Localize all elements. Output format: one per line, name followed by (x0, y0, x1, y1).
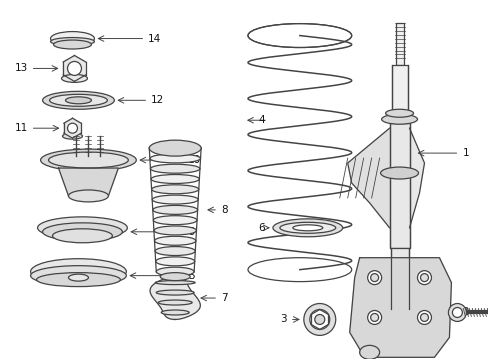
Text: 1: 1 (462, 148, 468, 158)
Text: 7: 7 (221, 293, 227, 303)
Bar (389, 123, 408, 248)
Polygon shape (59, 168, 118, 196)
Ellipse shape (381, 114, 417, 124)
Circle shape (367, 271, 381, 285)
Text: 5: 5 (188, 271, 194, 281)
Circle shape (370, 314, 378, 321)
Polygon shape (150, 276, 200, 319)
Ellipse shape (149, 140, 201, 156)
Ellipse shape (48, 152, 128, 168)
Ellipse shape (151, 185, 199, 194)
Ellipse shape (279, 222, 335, 233)
Ellipse shape (49, 94, 107, 106)
Ellipse shape (61, 75, 87, 82)
Ellipse shape (153, 216, 197, 225)
Ellipse shape (38, 217, 127, 239)
Polygon shape (347, 128, 389, 228)
Ellipse shape (31, 266, 126, 285)
Ellipse shape (154, 226, 196, 235)
Ellipse shape (155, 280, 195, 285)
Ellipse shape (158, 300, 192, 305)
Bar (395, 23, 403, 66)
Circle shape (451, 307, 462, 318)
Circle shape (420, 274, 427, 282)
Ellipse shape (42, 91, 114, 109)
Bar (390, 248, 407, 310)
Text: 11: 11 (14, 123, 27, 133)
Ellipse shape (152, 206, 197, 214)
Ellipse shape (359, 345, 379, 359)
Polygon shape (408, 128, 424, 228)
Circle shape (309, 310, 329, 329)
Ellipse shape (155, 257, 194, 266)
Ellipse shape (50, 32, 94, 45)
Text: 3: 3 (280, 314, 286, 324)
Polygon shape (349, 258, 450, 357)
Circle shape (420, 314, 427, 321)
Text: 14: 14 (148, 33, 161, 44)
Ellipse shape (155, 247, 195, 256)
Circle shape (447, 303, 466, 321)
Polygon shape (63, 55, 85, 81)
Circle shape (370, 274, 378, 282)
Ellipse shape (247, 24, 351, 48)
Ellipse shape (52, 229, 112, 243)
Ellipse shape (149, 144, 201, 153)
Text: 4: 4 (258, 115, 264, 125)
Ellipse shape (154, 236, 196, 245)
Ellipse shape (68, 190, 108, 202)
Ellipse shape (161, 310, 189, 315)
Circle shape (417, 310, 430, 324)
Ellipse shape (50, 37, 94, 45)
Ellipse shape (272, 219, 342, 237)
Ellipse shape (160, 273, 190, 280)
Ellipse shape (68, 274, 88, 281)
Ellipse shape (385, 109, 413, 117)
Ellipse shape (149, 154, 200, 163)
Text: 2: 2 (462, 307, 468, 318)
Circle shape (367, 310, 381, 324)
Ellipse shape (150, 164, 200, 173)
Polygon shape (64, 118, 81, 138)
Circle shape (417, 271, 430, 285)
Ellipse shape (65, 97, 91, 104)
Circle shape (67, 62, 81, 75)
Bar (391, 66, 407, 115)
Circle shape (314, 315, 324, 324)
Ellipse shape (156, 267, 194, 276)
Text: 13: 13 (14, 63, 27, 73)
Circle shape (303, 303, 335, 336)
Text: 10: 10 (188, 155, 201, 165)
Text: 6: 6 (258, 223, 264, 233)
Ellipse shape (156, 290, 194, 295)
Circle shape (67, 123, 77, 133)
Ellipse shape (53, 40, 91, 49)
Ellipse shape (41, 149, 136, 171)
Text: 9: 9 (188, 227, 194, 237)
Ellipse shape (152, 195, 198, 204)
Ellipse shape (62, 133, 82, 139)
Ellipse shape (151, 175, 199, 184)
Ellipse shape (31, 259, 126, 285)
Ellipse shape (42, 223, 122, 241)
Ellipse shape (247, 258, 351, 282)
Ellipse shape (380, 167, 418, 179)
Ellipse shape (37, 273, 120, 287)
Text: 8: 8 (221, 205, 227, 215)
Text: 12: 12 (151, 95, 164, 105)
Ellipse shape (292, 225, 322, 231)
